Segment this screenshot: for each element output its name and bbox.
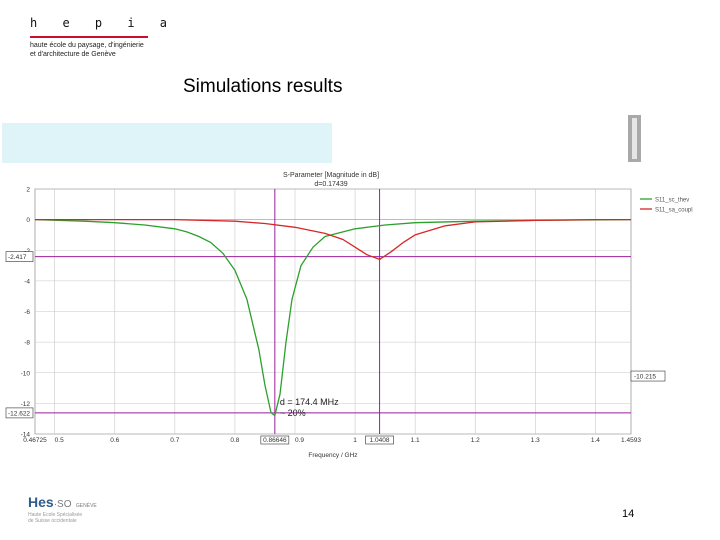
hes-so-suffix: ·SO: [53, 499, 72, 510]
chart-subtitle: d=0.17439: [314, 181, 347, 188]
x-tick-label: 0.5: [55, 437, 64, 444]
logo-sub-line2: et d'architecture de Genève: [30, 51, 116, 58]
x-axis-label: Frequency / GHz: [308, 452, 357, 459]
y-tick-label: 0: [26, 217, 30, 224]
y-tick-label: -12: [21, 401, 31, 408]
right-marker-label-box: [630, 370, 666, 382]
scroll-tab-inner: [632, 118, 637, 159]
y-marker-label: -2.417: [8, 254, 27, 261]
percentage-annotation: ~ 20%: [280, 408, 306, 418]
bandwidth-annotation: d = 174.4 MHz: [280, 397, 339, 407]
slide-title: Simulations results: [183, 76, 343, 97]
series-line-red: [35, 218, 631, 261]
x-tick-label: 1.1: [411, 437, 420, 444]
x-tick-label: 0.9: [295, 437, 304, 444]
legend-label: S11_sc_thev: [655, 198, 689, 204]
y-tick-label: -2: [24, 248, 30, 255]
y-tick-label: -4: [24, 278, 30, 285]
page-number: 14: [622, 508, 635, 520]
hepia-logo-subtitle: haute école du paysage, d'ingénierie et …: [30, 41, 170, 59]
x-tick-label: 0.8: [230, 437, 239, 444]
hepia-logo-letters: h e p i a: [30, 16, 177, 30]
x-tick-label: 0.46725: [23, 437, 47, 444]
x-tick-label: 1.3: [531, 437, 540, 444]
y-tick-label: -6: [24, 309, 30, 316]
x-tick-label: 0.6: [110, 437, 119, 444]
x-marker-label-box: [260, 435, 290, 445]
x-tick-label: 0.7: [170, 437, 179, 444]
y-tick-label: -14: [21, 432, 31, 439]
hes-so-city: GENÈVE: [75, 503, 97, 509]
legend-label: S11_sa_coupl: [655, 208, 693, 214]
y-tick-label: -8: [24, 340, 30, 347]
hes-so-logo: Hes·SO GENÈVE Haute Ecole Spécialisée de…: [28, 494, 97, 524]
y-tick-label: -10: [21, 370, 31, 377]
x-tick-label: 0.86646: [263, 437, 287, 444]
y-marker-label-box: [5, 407, 34, 419]
logo-rule: [30, 36, 148, 38]
x-tick-label: 1.0408: [370, 437, 390, 444]
series-line-green: [34, 218, 632, 417]
y-marker-label-box: [5, 251, 34, 262]
s-parameter-chart: S-Parameter [Magnitude in dB] d=0.17439 2 0…: [5, 172, 693, 459]
x-marker-label-box: [365, 435, 394, 445]
x-tick-label: 1: [353, 437, 357, 444]
x-tick-label: 1.4593: [621, 437, 641, 444]
highlight-band: [2, 123, 332, 163]
y-marker-label: -12.622: [8, 410, 30, 417]
hes-so-subtitle: Haute Ecole Spécialisée de Suisse occide…: [28, 512, 83, 524]
x-tick-label: 1.4: [591, 437, 600, 444]
right-marker-label: -10.215: [634, 374, 656, 381]
hes-brand: Hes: [28, 494, 54, 510]
y-tick-label: 2: [26, 187, 30, 194]
logo-sub-line1: haute école du paysage, d'ingénierie: [30, 42, 144, 49]
x-tick-label: 1.2: [471, 437, 480, 444]
chart-title: S-Parameter [Magnitude in dB]: [283, 172, 379, 179]
